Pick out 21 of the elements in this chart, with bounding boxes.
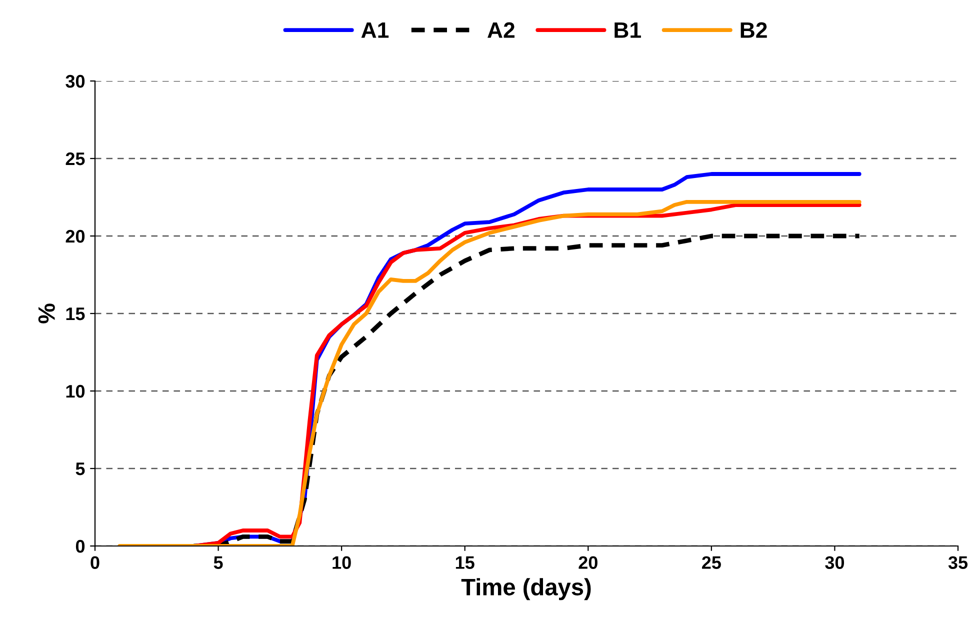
x-tick-label: 0: [90, 556, 100, 569]
x-axis-title: Time (days): [461, 578, 591, 600]
x-tick-label: 30: [825, 556, 844, 570]
y-tick-label: 5: [76, 462, 85, 476]
y-tick-label: 25: [66, 152, 85, 166]
legend-label: A2: [488, 22, 514, 38]
x-tick-label: 10: [332, 556, 351, 569]
x-tick-label: 15: [456, 556, 474, 569]
legend-label: B1: [614, 22, 641, 38]
x-tick-label: 35: [948, 556, 968, 570]
y-tick-label: 30: [66, 74, 85, 88]
legend-label: B2: [740, 22, 767, 38]
y-axis-title: %: [38, 304, 55, 324]
y-tick-label: 15: [66, 308, 85, 320]
x-tick-label: 25: [702, 556, 721, 569]
legend-label: A1: [361, 22, 389, 38]
y-tick-label: 10: [66, 384, 85, 398]
x-tick-label: 20: [578, 556, 598, 569]
x-tick-label: 5: [214, 556, 223, 569]
y-tick-label: 0: [76, 540, 85, 553]
y-tick-label: 20: [66, 230, 85, 243]
